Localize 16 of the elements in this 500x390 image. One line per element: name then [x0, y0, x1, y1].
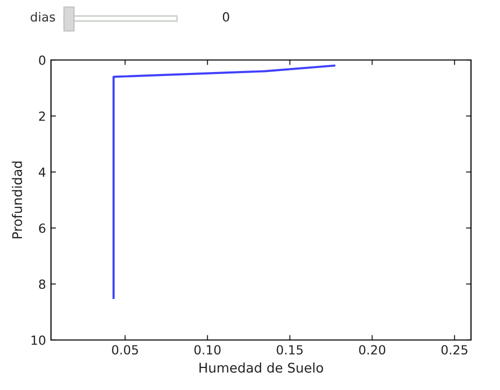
y-tick-label: 2 — [39, 111, 45, 121]
x-tick-label: 0.05 — [112, 345, 138, 355]
x-tick-label: 0.25 — [441, 345, 468, 355]
y-tick-label: 4 — [38, 168, 46, 177]
x-tick-label: 0.15 — [276, 345, 303, 355]
y-axis-title: Profundidad — [12, 162, 22, 238]
x-tick-label: 0.10 — [194, 345, 221, 355]
y-tick-label: 8 — [39, 279, 46, 289]
y-tick-label: 10 — [32, 335, 46, 345]
line-series — [112, 64, 336, 300]
text: dias — [30, 12, 55, 22]
y-tick-label: 6 — [39, 223, 46, 233]
x-axis-title: Humedad de Suelo — [200, 362, 324, 373]
x-tick-label: 0.20 — [359, 345, 386, 355]
y-tick-label: 0 — [39, 55, 46, 65]
text: 0 — [222, 12, 230, 22]
